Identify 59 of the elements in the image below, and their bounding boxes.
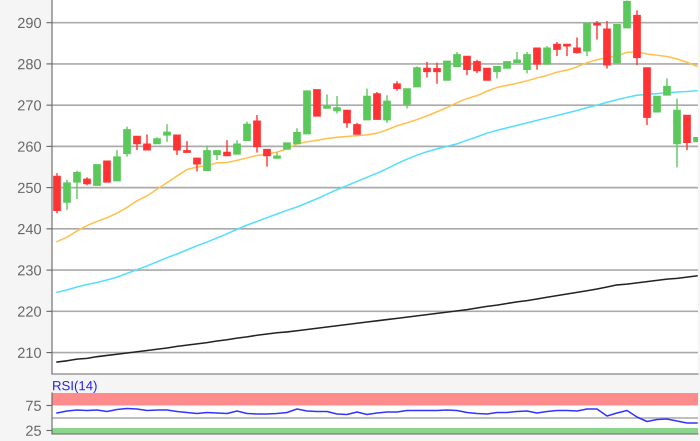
y-tick-label: 220: [18, 306, 42, 317]
candlestick: [213, 150, 221, 161]
candlestick: [543, 45, 551, 66]
candlestick: [63, 179, 71, 211]
candlestick: [593, 20, 601, 40]
candlestick: [463, 55, 471, 76]
y-tick-label: 230: [18, 265, 42, 276]
candlestick: [383, 94, 391, 124]
line-series: [56, 408, 698, 424]
y-tick-label: 25: [26, 426, 41, 436]
candlestick: [323, 94, 331, 110]
y-tick-label: 240: [18, 224, 42, 234]
candlestick: [243, 120, 251, 142]
candlestick: [103, 160, 111, 183]
candlestick: [173, 134, 181, 156]
candlestick: [563, 43, 571, 57]
candlestick: [513, 51, 521, 64]
candlestick: [73, 170, 81, 200]
candlestick: [203, 145, 211, 172]
candlestick: [433, 62, 441, 84]
candlestick: [403, 88, 411, 110]
candlestick: [93, 164, 101, 186]
candlestick: [523, 51, 531, 74]
candlestick: [343, 109, 351, 129]
candlestick: [163, 123, 171, 143]
candlestick: [333, 95, 341, 114]
candlestick: [573, 36, 581, 54]
candlestick: [653, 95, 661, 113]
candlestick: [193, 157, 201, 172]
candlestick: [483, 68, 491, 81]
candlestick: [533, 47, 541, 70]
candlestick: [143, 134, 151, 151]
y-tick-label: 280: [18, 59, 42, 70]
y-tick-label: 260: [18, 141, 42, 152]
candlestick: [133, 135, 141, 151]
y-tick-label: 290: [18, 18, 42, 28]
candlestick: [233, 140, 241, 155]
candlestick: [393, 80, 401, 92]
y-tick-label: 210: [18, 348, 42, 358]
candlestick: [423, 61, 431, 78]
y-tick-label: 75: [26, 400, 41, 411]
y-tick-label: 270: [18, 100, 42, 111]
candlestick: [493, 66, 501, 80]
y-tick-label: 250: [18, 182, 42, 194]
candlestick: [473, 59, 481, 74]
candlestick: [443, 60, 451, 81]
candlestick: [183, 140, 191, 154]
candlestick: [363, 88, 371, 121]
candlestick: [413, 66, 421, 88]
candlestick: [263, 148, 271, 168]
line-series: [56, 51, 698, 242]
chart-title: RSI(14): [53, 380, 97, 393]
candlestick: [223, 140, 231, 157]
candlestick: [553, 41, 561, 57]
candlestick: [453, 51, 461, 68]
line-series: [56, 275, 698, 363]
candlestick: [293, 128, 301, 145]
candlestick: [663, 78, 671, 96]
candlestick: [353, 122, 361, 136]
